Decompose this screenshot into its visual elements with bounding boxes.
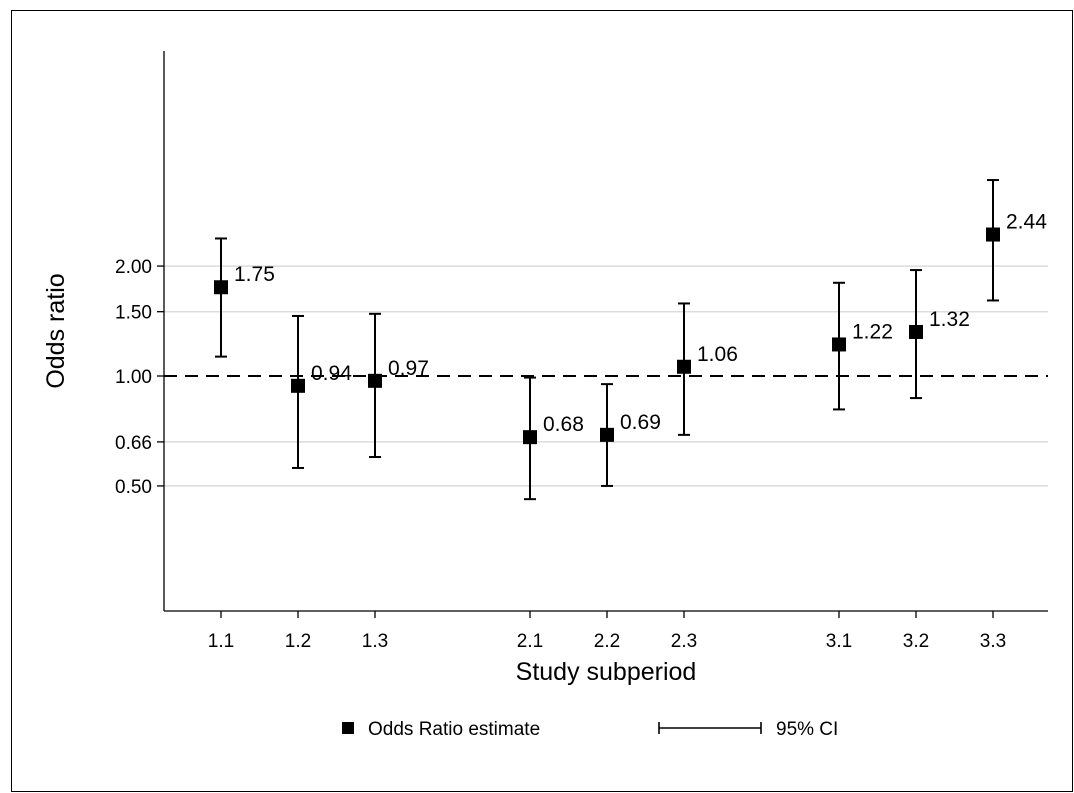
odds-ratio-point-6: [832, 337, 846, 352]
legend-ci-icon: [658, 722, 762, 734]
x-tick-label-3: 2.1: [517, 631, 543, 652]
data-label-3: 0.68: [543, 413, 584, 436]
x-ticks: 1.1 1.2 1.3 2.1 2.2 2.3 3.1 3.2 3.3: [208, 611, 1006, 652]
data-label-1: 0.94: [311, 362, 352, 385]
x-tick-label-8: 3.3: [980, 631, 1006, 652]
odds-ratio-point-2: [368, 373, 382, 388]
y-tick-label-4: 2.00: [115, 257, 152, 278]
data-label-7: 1.32: [929, 308, 970, 331]
x-tick-label-5: 2.3: [671, 631, 697, 652]
odds-ratio-point-4: [600, 427, 614, 442]
data-label-6: 1.22: [852, 320, 893, 343]
x-tick-label-1: 1.2: [285, 631, 311, 652]
data-label-8: 2.44: [1006, 211, 1047, 234]
axes: [163, 51, 1048, 612]
data-label-5: 1.06: [697, 343, 738, 366]
odds-ratio-point-5: [677, 359, 691, 374]
legend: Odds Ratio estimate 95% CI: [342, 719, 838, 740]
data-label-4: 0.69: [620, 411, 661, 434]
odds-ratio-point-1: [291, 378, 305, 393]
legend-square-icon: [342, 722, 354, 734]
y-axis-title: Odds ratio: [42, 273, 70, 388]
x-tick-label-6: 3.1: [826, 631, 852, 652]
x-axis-title: Study subperiod: [516, 658, 697, 686]
chart-frame: 0.50 0.66 1.00 1.50 2.00 1.1 1.2 1.3 2.1 2.2 2.3 3…: [11, 10, 1073, 792]
x-tick-label-2: 1.3: [362, 631, 388, 652]
odds-ratio-point-8: [986, 227, 1000, 242]
data-label-2: 0.97: [388, 357, 429, 380]
y-tick-label-1: 0.66: [115, 433, 152, 454]
odds-ratio-point-3: [523, 430, 537, 445]
x-tick-label-7: 3.2: [903, 631, 929, 652]
legend-label-estimate: Odds Ratio estimate: [368, 719, 540, 740]
x-tick-label-4: 2.2: [594, 631, 620, 652]
odds-ratio-point-7: [909, 324, 923, 339]
y-tick-label-2: 1.00: [115, 367, 152, 388]
x-tick-label-0: 1.1: [208, 631, 234, 652]
odds-ratio-points: [214, 227, 1000, 445]
data-label-0: 1.75: [234, 263, 275, 286]
y-ticks: 0.50 0.66 1.00 1.50 2.00: [115, 257, 164, 498]
ci-bar-0: [215, 237, 227, 358]
y-tick-label-3: 1.50: [115, 303, 152, 324]
odds-ratio-chart: 0.50 0.66 1.00 1.50 2.00 1.1 1.2 1.3 2.1 2.2 2.3 3…: [42, 51, 1048, 740]
legend-label-ci: 95% CI: [776, 719, 838, 740]
data-labels: 1.75 0.94 0.97 0.68 0.69 1.06 1.22 1.32 2.44: [234, 211, 1047, 437]
y-tick-label-0: 0.50: [115, 477, 152, 498]
odds-ratio-point-0: [214, 280, 228, 295]
